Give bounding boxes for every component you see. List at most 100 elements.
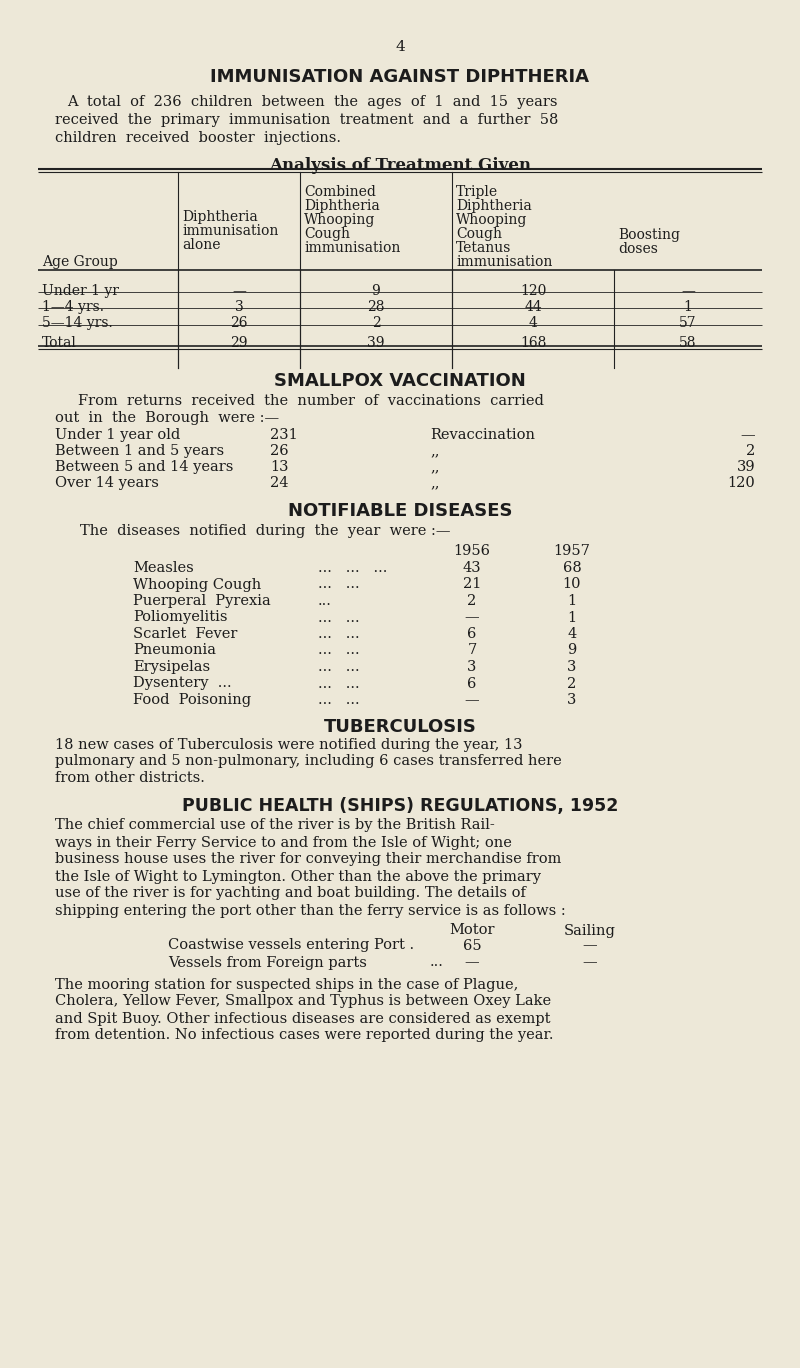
Text: 6: 6	[467, 627, 477, 642]
Text: Between 1 and 5 years: Between 1 and 5 years	[55, 445, 224, 458]
Text: ...   ...: ... ...	[318, 643, 360, 658]
Text: Under 1 year old: Under 1 year old	[55, 428, 180, 442]
Text: Diphtheria: Diphtheria	[456, 198, 532, 213]
Text: 2: 2	[746, 445, 755, 458]
Text: Total: Total	[42, 337, 77, 350]
Text: Analysis of Treatment Given: Analysis of Treatment Given	[269, 157, 531, 174]
Text: ...   ...: ... ...	[318, 577, 360, 591]
Text: 9: 9	[372, 285, 380, 298]
Text: 3: 3	[467, 659, 477, 674]
Text: Coastwise vessels entering Port .: Coastwise vessels entering Port .	[168, 938, 414, 952]
Text: SMALLPOX VACCINATION: SMALLPOX VACCINATION	[274, 372, 526, 390]
Text: The  diseases  notified  during  the  year  were :—: The diseases notified during the year we…	[80, 524, 450, 538]
Text: 4: 4	[567, 627, 577, 642]
Text: 3: 3	[567, 694, 577, 707]
Text: immunisation: immunisation	[304, 241, 400, 254]
Text: 1: 1	[683, 300, 693, 315]
Text: Food  Poisoning: Food Poisoning	[133, 694, 251, 707]
Text: 28: 28	[367, 300, 385, 315]
Text: Motor: Motor	[450, 923, 494, 937]
Text: 44: 44	[524, 300, 542, 315]
Text: ...: ...	[318, 594, 332, 607]
Text: —: —	[232, 285, 246, 298]
Text: The mooring station for suspected ships in the case of Plague,: The mooring station for suspected ships …	[55, 978, 518, 992]
Text: ,,: ,,	[430, 476, 439, 490]
Text: TUBERCULOSIS: TUBERCULOSIS	[323, 717, 477, 736]
Text: 168: 168	[520, 337, 546, 350]
Text: Tetanus: Tetanus	[456, 241, 511, 254]
Text: 68: 68	[562, 561, 582, 575]
Text: 26: 26	[270, 445, 289, 458]
Text: shipping entering the port other than the ferry service is as follows :: shipping entering the port other than th…	[55, 903, 566, 918]
Text: use of the river is for yachting and boat building. The details of: use of the river is for yachting and boa…	[55, 886, 526, 900]
Text: 10: 10	[562, 577, 582, 591]
Text: From  returns  received  the  number  of  vaccinations  carried: From returns received the number of vacc…	[78, 394, 544, 408]
Text: Vessels from Foreign parts: Vessels from Foreign parts	[168, 955, 367, 970]
Text: ...   ...   ...: ... ... ...	[318, 561, 387, 575]
Text: —: —	[681, 285, 695, 298]
Text: 39: 39	[367, 337, 385, 350]
Text: ...   ...: ... ...	[318, 694, 360, 707]
Text: —: —	[465, 694, 479, 707]
Text: 5—14 yrs.: 5—14 yrs.	[42, 316, 113, 330]
Text: 4: 4	[395, 40, 405, 53]
Text: NOTIFIABLE DISEASES: NOTIFIABLE DISEASES	[288, 502, 512, 520]
Text: 1957: 1957	[554, 544, 590, 558]
Text: Age Group: Age Group	[42, 254, 118, 269]
Text: Sailing: Sailing	[564, 923, 616, 937]
Text: 2: 2	[567, 677, 577, 691]
Text: 1—4 yrs.: 1—4 yrs.	[42, 300, 104, 315]
Text: 9: 9	[567, 643, 577, 658]
Text: —: —	[740, 428, 755, 442]
Text: Whooping Cough: Whooping Cough	[133, 577, 262, 591]
Text: 6: 6	[467, 677, 477, 691]
Text: 2: 2	[372, 316, 380, 330]
Text: immunisation: immunisation	[182, 224, 278, 238]
Text: 120: 120	[727, 476, 755, 490]
Text: —: —	[582, 938, 598, 952]
Text: 231: 231	[270, 428, 298, 442]
Text: 58: 58	[679, 337, 697, 350]
Text: out  in  the  Borough  were :—: out in the Borough were :—	[55, 410, 279, 425]
Text: from other districts.: from other districts.	[55, 772, 205, 785]
Text: business house uses the river for conveying their merchandise from: business house uses the river for convey…	[55, 852, 562, 866]
Text: 3: 3	[234, 300, 243, 315]
Text: 18 new cases of Tuberculosis were notified during the year, 13: 18 new cases of Tuberculosis were notifi…	[55, 737, 522, 751]
Text: The chief commercial use of the river is by the British Rail-: The chief commercial use of the river is…	[55, 818, 494, 833]
Text: Over 14 years: Over 14 years	[55, 476, 159, 490]
Text: Pneumonia: Pneumonia	[133, 643, 216, 658]
Text: 7: 7	[467, 643, 477, 658]
Text: children  received  booster  injections.: children received booster injections.	[55, 131, 341, 145]
Text: —: —	[465, 610, 479, 625]
Text: 26: 26	[230, 316, 248, 330]
Text: 24: 24	[270, 476, 289, 490]
Text: PUBLIC HEALTH (SHIPS) REGULATIONS, 1952: PUBLIC HEALTH (SHIPS) REGULATIONS, 1952	[182, 796, 618, 814]
Text: pulmonary and 5 non-pulmonary, including 6 cases transferred here: pulmonary and 5 non-pulmonary, including…	[55, 755, 562, 769]
Text: Under 1 yr: Under 1 yr	[42, 285, 119, 298]
Text: —: —	[582, 955, 598, 970]
Text: Combined: Combined	[304, 185, 376, 198]
Text: 120: 120	[520, 285, 546, 298]
Text: Revaccination: Revaccination	[430, 428, 535, 442]
Text: 1: 1	[567, 594, 577, 607]
Text: Measles: Measles	[133, 561, 194, 575]
Text: ways in their Ferry Service to and from the Isle of Wight; one: ways in their Ferry Service to and from …	[55, 836, 512, 850]
Text: Puerperal  Pyrexia: Puerperal Pyrexia	[133, 594, 270, 607]
Text: Cholera, Yellow Fever, Smallpox and Typhus is between Oxey Lake: Cholera, Yellow Fever, Smallpox and Typh…	[55, 995, 551, 1008]
Text: Diphtheria: Diphtheria	[182, 211, 258, 224]
Text: 2: 2	[467, 594, 477, 607]
Text: the Isle of Wight to Lymington. Other than the above the primary: the Isle of Wight to Lymington. Other th…	[55, 870, 541, 884]
Text: Diphtheria: Diphtheria	[304, 198, 380, 213]
Text: 21: 21	[463, 577, 481, 591]
Text: Triple: Triple	[456, 185, 498, 198]
Text: Whooping: Whooping	[456, 213, 527, 227]
Text: ...: ...	[430, 955, 444, 970]
Text: immunisation: immunisation	[456, 254, 552, 269]
Text: alone: alone	[182, 238, 221, 252]
Text: —: —	[465, 955, 479, 970]
Text: IMMUNISATION AGAINST DIPHTHERIA: IMMUNISATION AGAINST DIPHTHERIA	[210, 68, 590, 86]
Text: ...   ...: ... ...	[318, 627, 360, 642]
Text: Cough: Cough	[456, 227, 502, 241]
Text: from detention. No infectious cases were reported during the year.: from detention. No infectious cases were…	[55, 1029, 554, 1042]
Text: ...   ...: ... ...	[318, 610, 360, 625]
